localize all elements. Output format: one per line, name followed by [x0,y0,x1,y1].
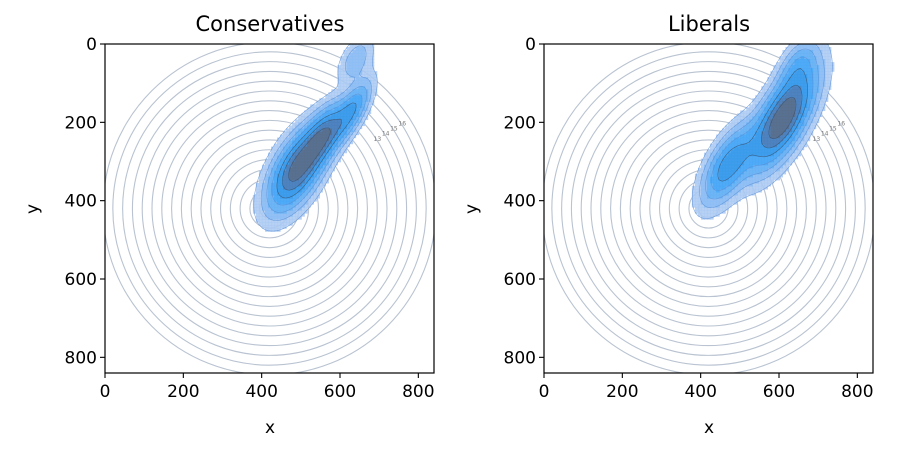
density-contours [252,44,378,232]
ring-label: 14 [821,131,829,138]
y-tick-label: 600 [65,270,97,290]
ring-circle [570,70,847,347]
ring-circle [151,90,388,327]
ring-circle [590,90,827,327]
chart-title: Liberals [668,12,750,36]
density-level-line [282,118,342,191]
ring-label: 15 [390,125,398,132]
x-tick-label: 200 [606,382,638,402]
y-tick-label: 800 [65,348,97,368]
density-level-fill [770,98,796,139]
density-contours [691,44,835,220]
density-level-line [253,44,378,232]
x-tick-label: 800 [841,382,873,402]
density-level-line [691,44,833,219]
x-tick-label: 600 [763,382,795,402]
y-tick-label: 200 [65,113,97,133]
ring-label: 13 [374,136,382,143]
ring-circle [141,80,398,337]
ring-label: 15 [829,125,837,132]
y-tick-label: 600 [504,270,536,290]
density-level-line [768,96,797,140]
y-tick-label: 400 [65,192,97,212]
ring-circle [619,119,798,298]
density-level-line [266,86,368,213]
density-level-line [699,44,825,208]
x-axis-label: x [265,418,275,438]
y-tick-label: 400 [504,192,536,212]
y-tick-label: 800 [504,348,536,368]
ring-circle [180,119,359,298]
ring-label: 13 [813,136,821,143]
density-level-line [717,68,808,182]
ring-label: 14 [382,131,390,138]
ring-circle [161,100,378,317]
x-tick-label: 400 [684,382,716,402]
x-tick-label: 0 [539,382,550,402]
plot-frame [104,43,435,374]
x-axis-label: x [704,418,714,438]
ring-circle [551,51,866,366]
density-level-line [276,102,357,199]
y-axis-label: y [462,204,482,214]
ring-circle [610,110,807,307]
chart-title: Conservatives [196,12,345,36]
ring-circle [561,61,856,356]
ring-circle [210,149,329,268]
ring-circle [580,80,837,337]
x-tick-label: 600 [324,382,356,402]
x-tick-label: 200 [167,382,199,402]
plot-frame [543,43,874,374]
density-level-line [705,48,819,200]
y-axis-label: y [23,204,43,214]
ring-label: 16 [837,120,845,127]
ring-circle [131,70,408,347]
ring-circle [629,129,788,288]
x-tick-label: 0 [100,382,111,402]
density-level-line [260,45,372,221]
ring-circle [112,51,427,366]
y-tick-label: 200 [504,113,536,133]
ring-circle [122,61,417,356]
ring-circle [171,110,368,307]
y-tick-label: 0 [86,35,97,55]
ring-circle [200,139,339,278]
x-tick-label: 800 [402,382,434,402]
density-level-line [710,56,814,191]
density-level-line [271,93,363,206]
y-tick-label: 0 [525,35,536,55]
density-level-line [761,84,803,149]
ring-label: 16 [398,120,406,127]
ring-circle [190,129,349,288]
density-level-line [288,127,331,182]
ring-circle [600,100,817,317]
ring-circle [639,139,778,278]
x-tick-label: 400 [245,382,277,402]
